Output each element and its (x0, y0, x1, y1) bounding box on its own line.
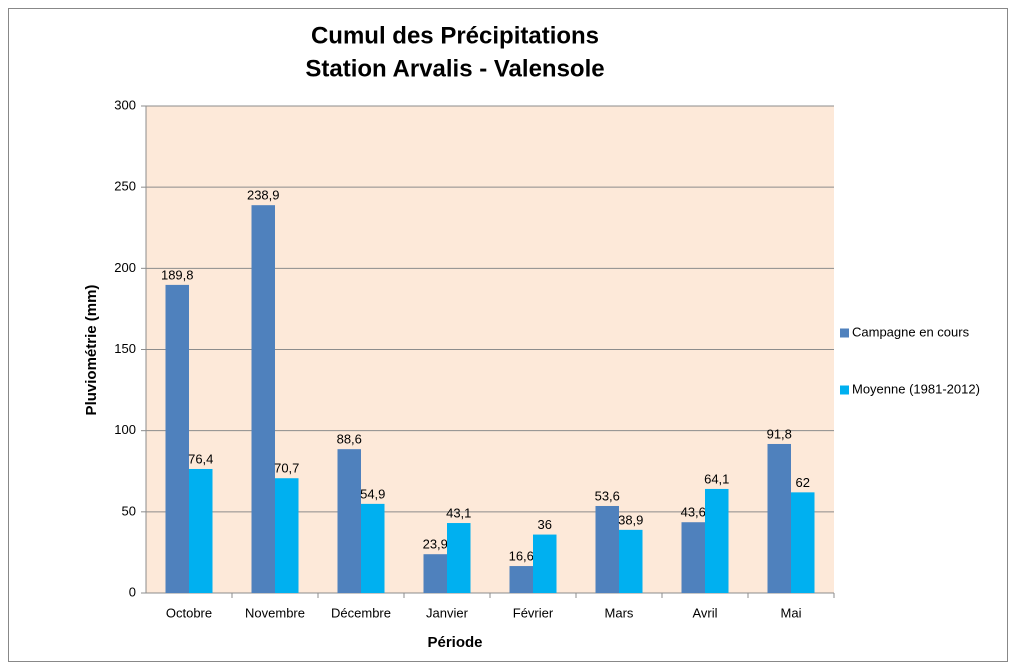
bar (681, 522, 705, 593)
bar (619, 529, 643, 593)
bar (509, 566, 533, 593)
legend-swatch (840, 328, 849, 338)
y-tick-label: 150 (114, 341, 136, 356)
legend-label: Campagne en cours (852, 324, 970, 339)
bar (251, 205, 275, 593)
bar (791, 492, 815, 593)
data-label: 23,9 (423, 537, 448, 552)
x-tick-label: Mars (605, 605, 634, 620)
y-tick-label: 100 (114, 422, 136, 437)
x-tick-label: Mai (781, 605, 802, 620)
bar (189, 468, 213, 593)
data-label: 16,6 (509, 548, 534, 563)
bar (165, 284, 189, 593)
y-tick-label: 50 (122, 503, 136, 518)
bar (533, 534, 557, 593)
data-label: 53,6 (595, 488, 620, 503)
bar (447, 523, 471, 593)
y-axis-title: Pluviométrie (mm) (83, 285, 100, 416)
bar (705, 488, 729, 593)
data-label: 38,9 (618, 512, 643, 527)
bar (361, 503, 385, 593)
data-label: 43,1 (446, 505, 471, 520)
x-tick-label: Décembre (331, 605, 391, 620)
chart-subtitle: Station Arvalis - Valensole (305, 55, 604, 82)
legend-swatch (840, 385, 849, 395)
bar (423, 554, 447, 593)
y-tick-label: 0 (129, 584, 136, 599)
x-tick-label: Octobre (166, 605, 212, 620)
data-label: 91,8 (767, 426, 792, 441)
bar (595, 505, 619, 593)
x-tick-label: Avril (692, 605, 717, 620)
data-label: 88,6 (337, 432, 362, 447)
data-label: 54,9 (360, 486, 385, 501)
data-label: 64,1 (704, 471, 729, 486)
data-label: 76,4 (188, 451, 213, 466)
bar (337, 449, 361, 593)
chart-title: Cumul des Précipitations (311, 22, 599, 49)
data-label: 43,6 (681, 505, 706, 520)
y-tick-label: 250 (114, 179, 136, 194)
x-tick-label: Novembre (245, 605, 305, 620)
x-tick-label: Février (513, 605, 554, 620)
bar (767, 443, 791, 593)
y-tick-label: 300 (114, 97, 136, 112)
y-tick-label: 200 (114, 260, 136, 275)
data-label: 36 (538, 517, 552, 532)
data-label: 62 (796, 475, 810, 490)
data-label: 70,7 (274, 461, 299, 476)
x-tick-label: Janvier (426, 605, 469, 620)
x-axis-title: Période (427, 634, 482, 651)
data-label: 189,8 (161, 267, 194, 282)
data-label: 238,9 (247, 188, 280, 203)
bar (275, 478, 299, 593)
legend-label: Moyenne (1981-2012) (852, 381, 980, 396)
